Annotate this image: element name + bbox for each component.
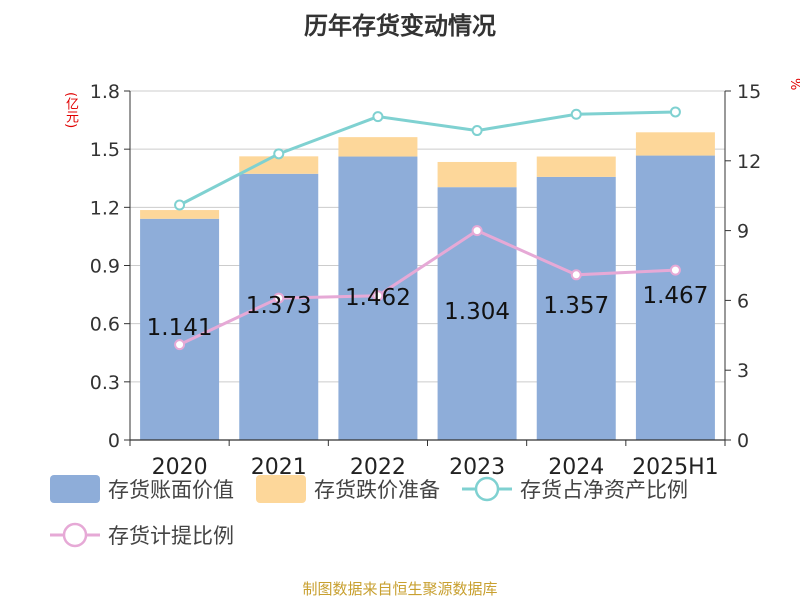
bar-reserve xyxy=(635,132,715,156)
bar-data-label: 1.357 xyxy=(543,293,609,319)
legend-item-book-value[interactable]: 存货账面价值 xyxy=(50,474,234,504)
net-asset-ratio-point xyxy=(372,111,384,123)
bar-data-label: 1.141 xyxy=(147,315,213,341)
x-axis-tick-label: 2020 xyxy=(152,455,208,480)
x-axis-tick-label: 2024 xyxy=(548,455,604,480)
bar-reserve xyxy=(536,156,616,177)
left-axis-tick-label: 0.6 xyxy=(90,314,120,336)
legend-item-net-asset-ratio[interactable]: 存货占净资产比例 xyxy=(462,474,688,504)
net-asset-ratio-point xyxy=(174,199,186,211)
bar-book-value xyxy=(140,218,220,440)
bar-reserve xyxy=(338,137,418,157)
x-axis-tick-label: 2022 xyxy=(350,455,406,480)
right-axis-tick-label: 6 xyxy=(737,290,749,312)
bar-data-label: 1.462 xyxy=(345,285,411,311)
left-axis-unit: (亿元) xyxy=(63,92,78,129)
provision-ratio-point xyxy=(372,290,384,302)
bar-book-value xyxy=(635,155,715,440)
left-axis-tick-label: 0.3 xyxy=(90,372,120,394)
left-axis-tick-label: 1.2 xyxy=(90,197,120,219)
chart-title: 历年存货变动情况 xyxy=(304,12,496,40)
legend-row: 存货账面价值 存货跌价准备 存货占净资产比例 xyxy=(50,468,790,510)
legend-line-provision-ratio xyxy=(50,522,100,548)
right-axis-tick-label: 9 xyxy=(737,221,749,243)
left-axis-tick-label: 1.5 xyxy=(90,139,120,161)
legend-label: 存货占净资产比例 xyxy=(520,478,688,502)
bar-reserve xyxy=(140,210,220,219)
provision-ratio-point xyxy=(273,292,285,304)
left-axis-tick-label: 0 xyxy=(108,430,120,452)
net-asset-ratio-line xyxy=(178,110,676,207)
legend-label: 存货跌价准备 xyxy=(314,478,440,502)
left-axis-tick-label: 1.8 xyxy=(90,81,120,103)
right-axis-unit: % xyxy=(790,78,800,91)
bar-reserve xyxy=(239,156,319,174)
x-axis-tick-label: 2025H1 xyxy=(632,455,719,480)
net-asset-ratio-point xyxy=(471,125,483,137)
legend-item-reserve[interactable]: 存货跌价准备 xyxy=(256,474,440,504)
data-source-footer: 制图数据来自恒生聚源数据库 xyxy=(302,580,498,598)
provision-ratio-line xyxy=(178,228,676,346)
right-axis-tick-label: 0 xyxy=(737,430,749,452)
provision-ratio-point xyxy=(669,264,681,276)
legend-row: 存货计提比例 xyxy=(50,514,790,556)
legend: 存货账面价值 存货跌价准备 存货占净资产比例 xyxy=(50,468,790,556)
net-asset-ratio-point xyxy=(273,148,285,160)
bar-data-label: 1.467 xyxy=(642,283,708,309)
net-asset-ratio-point xyxy=(570,108,582,120)
net-asset-ratio-point xyxy=(669,106,681,118)
bar-book-value xyxy=(536,176,616,441)
legend-line-net-asset-ratio xyxy=(462,476,512,502)
bar-reserve xyxy=(437,161,517,188)
legend-item-provision-ratio[interactable]: 存货计提比例 xyxy=(50,520,234,550)
provision-ratio-point xyxy=(570,269,582,281)
provision-ratio-point xyxy=(471,225,483,237)
legend-label: 存货账面价值 xyxy=(108,478,234,502)
left-axis-tick-label: 0.9 xyxy=(90,256,120,278)
bar-data-label: 1.373 xyxy=(246,293,312,319)
right-axis-tick-label: 15 xyxy=(737,81,761,103)
bar-data-label: 1.304 xyxy=(444,299,510,325)
legend-swatch-book-value xyxy=(50,475,100,503)
legend-label: 存货计提比例 xyxy=(108,524,234,548)
right-axis-tick-label: 12 xyxy=(737,151,761,173)
right-axis-tick-label: 3 xyxy=(737,360,749,382)
legend-swatch-reserve xyxy=(256,475,306,503)
x-axis-tick-label: 2023 xyxy=(449,455,505,480)
provision-ratio-point xyxy=(174,339,186,351)
bar-book-value xyxy=(239,173,319,440)
